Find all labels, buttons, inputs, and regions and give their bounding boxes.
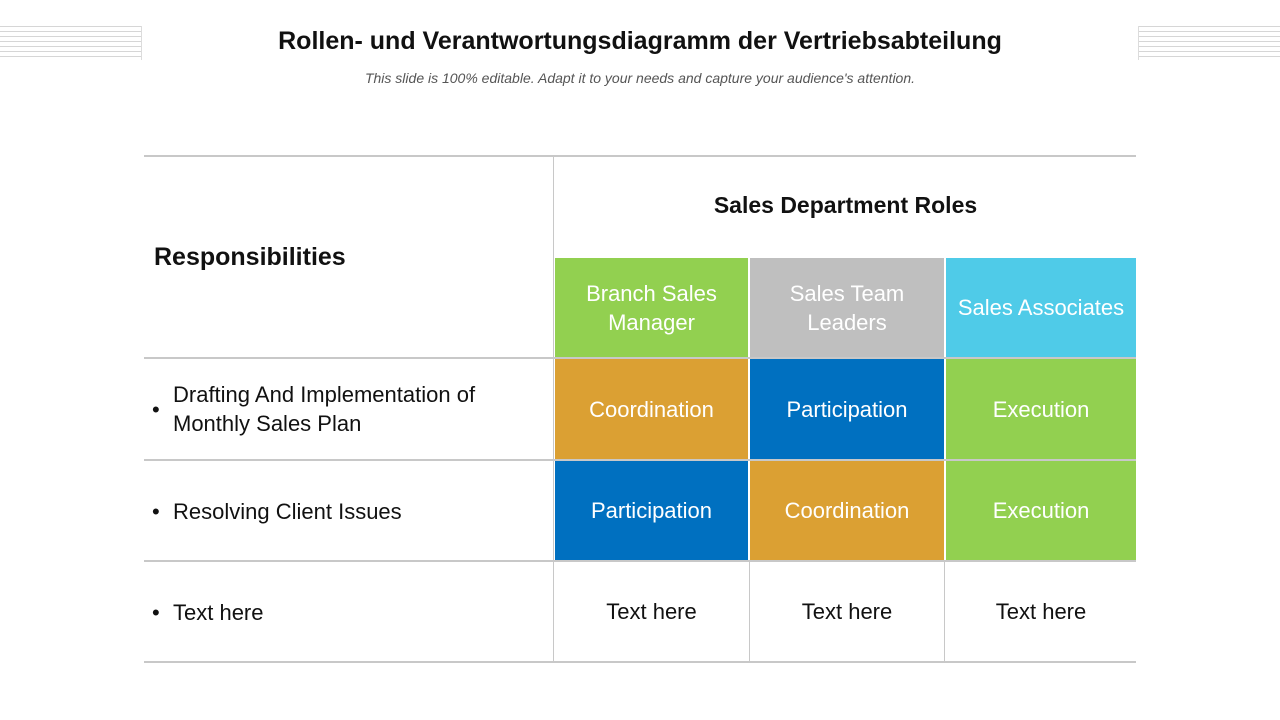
table-column-divider <box>944 562 945 662</box>
role-header-sales-associates: Sales Associates <box>946 258 1136 357</box>
bullet: • <box>152 599 160 625</box>
decorative-stripes-right <box>1139 26 1280 60</box>
role-header-branch-sales-manager: Branch Sales Manager <box>555 258 748 357</box>
bullet: • <box>152 396 160 422</box>
table-bottom-border <box>144 661 1136 663</box>
matrix-cell: Participation <box>750 359 944 459</box>
bullet: • <box>152 498 160 524</box>
matrix-cell: Coordination <box>750 461 944 560</box>
roles-header: Sales Department Roles <box>713 192 978 218</box>
table-header-divider <box>144 357 1136 359</box>
responsibility-text: Drafting And Implementation of Monthly S… <box>173 382 476 436</box>
table-row-divider <box>144 560 1136 562</box>
responsibilities-header: Responsibilities <box>154 243 346 271</box>
matrix-cell: Text here <box>946 562 1136 661</box>
role-header-sales-team-leaders: Sales Team Leaders <box>750 258 944 357</box>
responsibility-row: • Drafting And Implementation of Monthly… <box>152 359 532 459</box>
slide-title: Rollen- und Verantwortungsdiagramm der V… <box>278 27 1002 55</box>
decorative-bar-left <box>141 26 142 60</box>
slide-subtitle: This slide is 100% editable. Adapt it to… <box>364 70 916 86</box>
matrix-cell: Participation <box>555 461 748 560</box>
matrix-cell: Text here <box>750 562 944 661</box>
responsibility-text: Text here <box>173 599 264 625</box>
matrix-cell: Execution <box>946 359 1136 459</box>
responsibility-text: Resolving Client Issues <box>173 498 402 524</box>
matrix-cell: Text here <box>555 562 748 661</box>
decorative-bar-right <box>1138 26 1139 60</box>
table-column-divider <box>749 562 750 662</box>
responsibility-row: • Resolving Client Issues <box>152 461 532 561</box>
matrix-cell: Coordination <box>555 359 748 459</box>
table-top-border <box>144 155 1136 157</box>
table-row-divider <box>144 459 1136 461</box>
table-column-divider <box>553 156 554 662</box>
matrix-cell: Execution <box>946 461 1136 560</box>
responsibility-row: • Text here <box>152 562 532 662</box>
decorative-stripes-left <box>0 26 141 60</box>
